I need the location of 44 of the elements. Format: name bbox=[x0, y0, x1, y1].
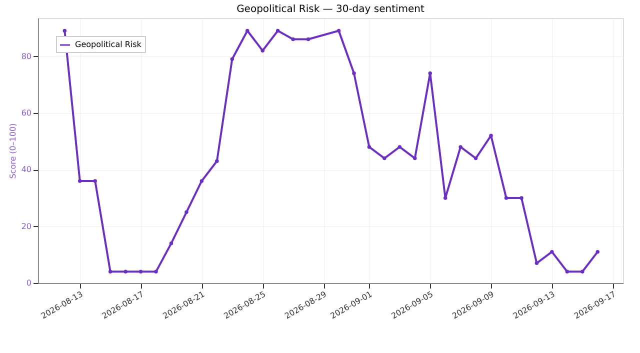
y-tick-label: 20 bbox=[21, 222, 32, 231]
point bbox=[367, 145, 372, 149]
point bbox=[550, 250, 554, 254]
point bbox=[200, 179, 204, 183]
point bbox=[336, 28, 341, 33]
point bbox=[154, 270, 158, 274]
point bbox=[565, 270, 570, 274]
point bbox=[215, 159, 219, 163]
point bbox=[246, 28, 250, 33]
point bbox=[306, 37, 310, 42]
point bbox=[580, 270, 584, 274]
point bbox=[428, 71, 432, 76]
point bbox=[596, 250, 600, 254]
point bbox=[458, 145, 462, 149]
point bbox=[352, 71, 356, 76]
point bbox=[474, 156, 478, 160]
point bbox=[489, 134, 493, 138]
legend-label: Geopolitical Risk bbox=[75, 40, 142, 49]
point bbox=[504, 196, 508, 200]
point bbox=[382, 156, 386, 160]
chart-title: Geopolitical Risk — 30-day sentiment bbox=[236, 4, 425, 15]
point bbox=[169, 241, 174, 246]
point bbox=[413, 156, 417, 160]
point bbox=[398, 145, 402, 149]
point bbox=[62, 28, 67, 33]
point bbox=[93, 179, 97, 183]
point bbox=[184, 210, 188, 214]
y-tick-label: 80 bbox=[21, 52, 32, 61]
point bbox=[108, 270, 112, 274]
point bbox=[276, 28, 280, 33]
line-series bbox=[62, 28, 600, 274]
point bbox=[260, 48, 264, 52]
point bbox=[124, 270, 128, 274]
point bbox=[534, 261, 539, 266]
y-tick-label: 60 bbox=[21, 108, 32, 118]
y-axis-title: Score (0–100) bbox=[8, 123, 18, 179]
point bbox=[443, 196, 448, 200]
point bbox=[138, 270, 143, 274]
point bbox=[520, 196, 524, 200]
point bbox=[78, 179, 82, 183]
y-tick-label: 40 bbox=[21, 165, 32, 174]
point bbox=[291, 37, 295, 42]
y-tick-label: 0 bbox=[26, 278, 32, 288]
point bbox=[230, 57, 234, 61]
